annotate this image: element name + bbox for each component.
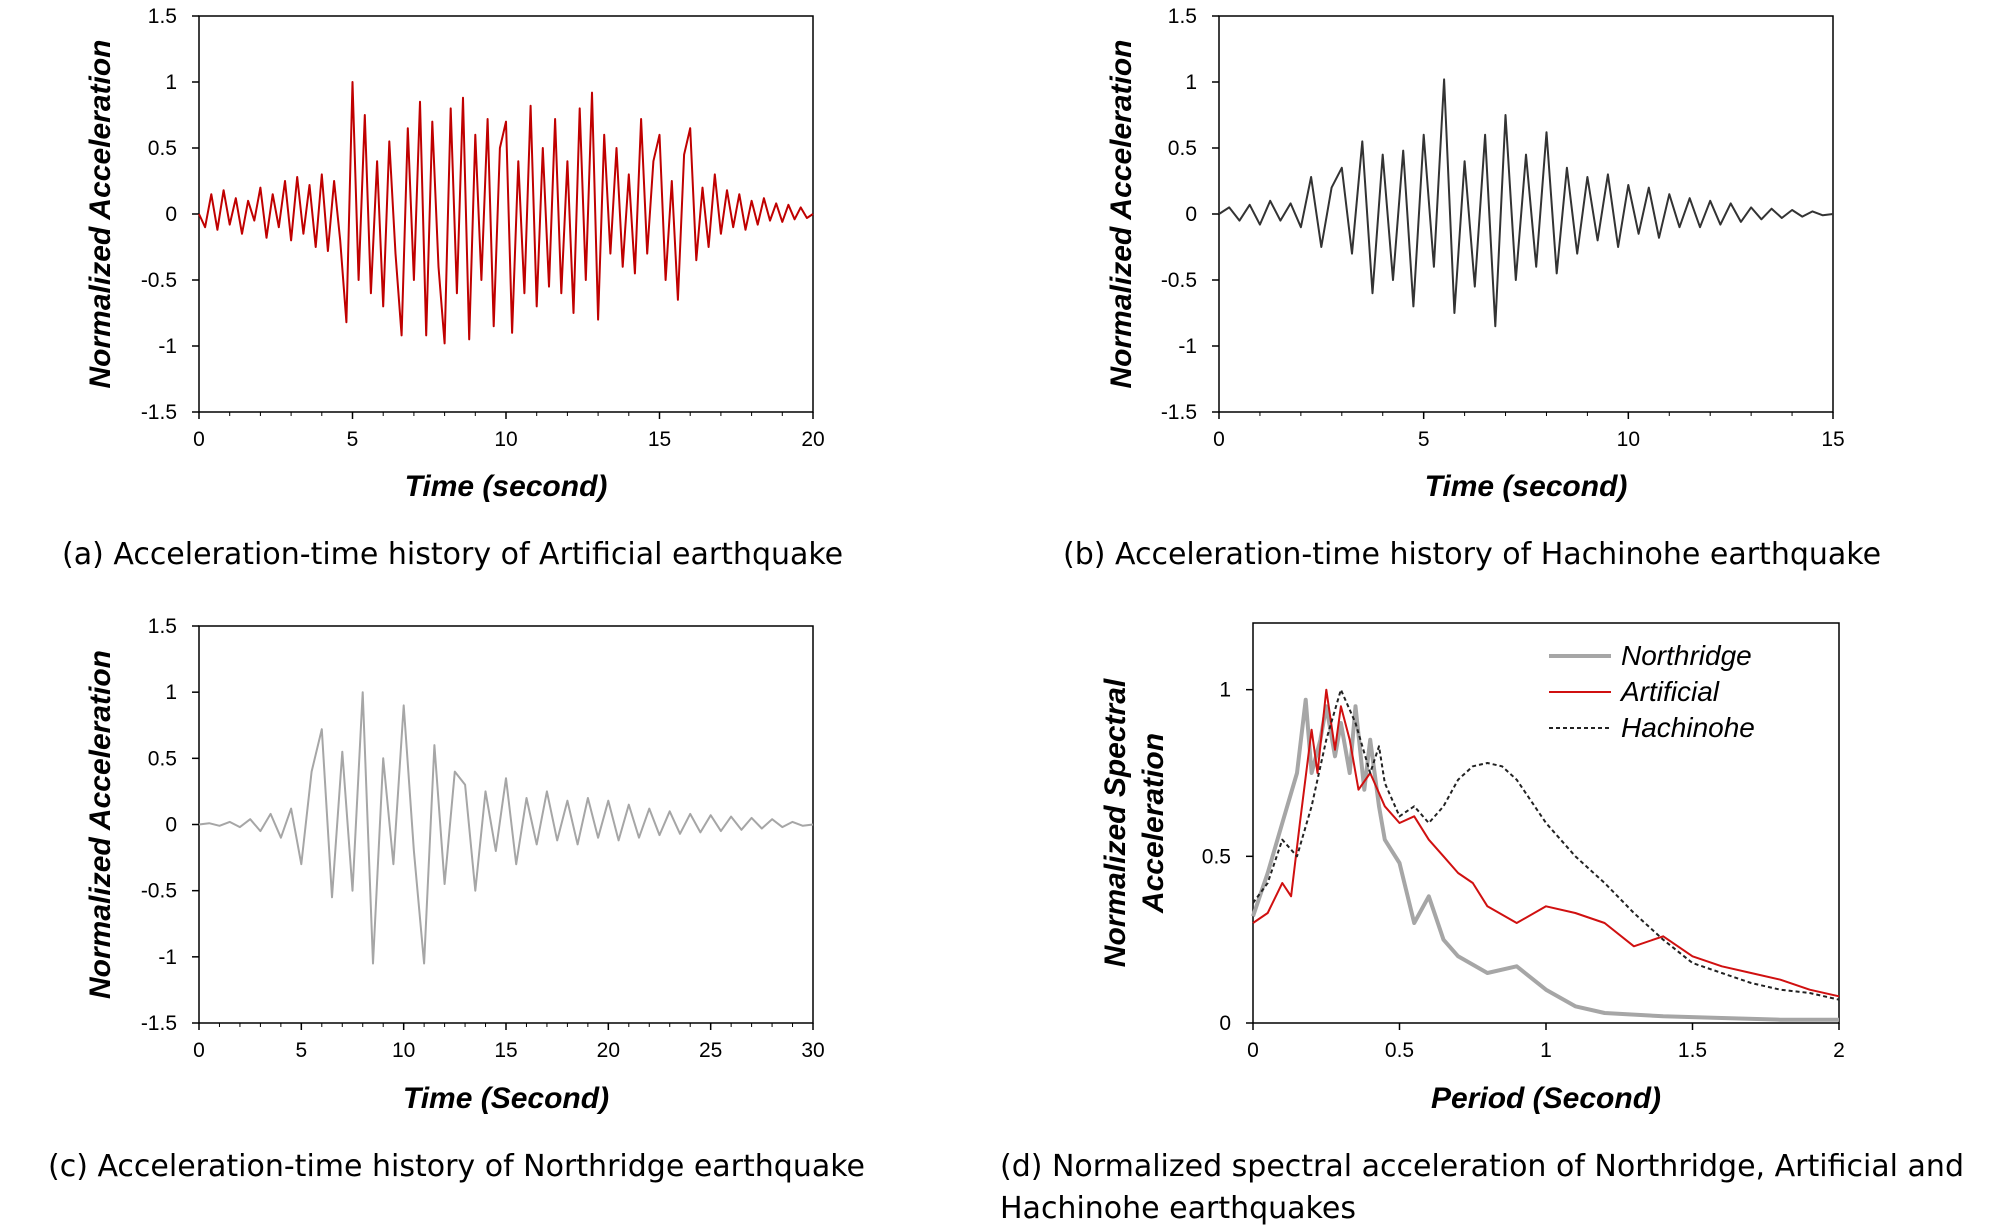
y-tick-label-c: -0.5: [141, 880, 177, 903]
y-tick-label-b: 1: [1185, 71, 1197, 94]
series-line-a-0: [198, 81, 814, 345]
y-axis-title-c: Normalized Acceleration: [84, 650, 117, 999]
y-tick-label-a: 1.5: [148, 5, 177, 28]
x-tick-label-c: 20: [597, 1039, 620, 1062]
series-line-d-artificial: [1252, 688, 1840, 998]
y-tick-label-c: 0.5: [148, 747, 177, 770]
legend-label-northridge: Northridge: [1621, 640, 1752, 671]
y-tick-label-a: -0.5: [141, 269, 177, 292]
x-axis-title-c: Time (Second): [403, 1082, 609, 1115]
y-tick-label-a: 1: [165, 71, 177, 94]
legend-label-artificial: Artificial: [1619, 676, 1720, 707]
y-tick-label-c: 0: [165, 814, 177, 837]
x-axis-title-b: Time (second): [1425, 470, 1628, 503]
x-tick-label-b: 0: [1213, 428, 1225, 451]
x-tick-label-a: 15: [648, 428, 671, 451]
y-tick-label-a: -1: [158, 335, 177, 358]
y-tick-label-c: -1.5: [141, 1012, 177, 1035]
x-tick-label-b: 15: [1821, 428, 1844, 451]
y-tick-label-a: 0: [165, 203, 177, 226]
x-tick-label-a: 20: [801, 428, 824, 451]
legend-label-hachinohe: Hachinohe: [1621, 712, 1755, 743]
y-tick-label-b: -1.5: [1161, 401, 1197, 424]
x-tick-label-d: 1.5: [1678, 1039, 1707, 1062]
chart-c: 0 5 10 15 20 25 30 -1.5 -1 -0.5 0 0.5 1 1.5 Time (Seco…: [84, 615, 825, 1115]
y-tick-label-b: 1.5: [1168, 5, 1197, 28]
caption-b: (b) Acceleration-time history of Hachino…: [1063, 537, 1882, 572]
y-tick-label-b: 0.5: [1168, 137, 1197, 160]
plot-frame-d: [1252, 622, 1840, 1024]
y-tick-label-b: 0: [1185, 203, 1197, 226]
x-tick-label-d: 0.5: [1385, 1039, 1414, 1062]
y-tick-label-a: 0.5: [148, 137, 177, 160]
x-tick-label-a: 10: [494, 428, 517, 451]
chart-b: 0 5 10 15 -1.5 -1 -0.5 0 0.5 1 1.5 Time (second) Nor…: [1105, 5, 1845, 503]
x-tick-label-c: 30: [801, 1039, 824, 1062]
x-tick-label-c: 15: [494, 1039, 517, 1062]
y-axis-title-d: Acceleration: [1137, 733, 1170, 914]
caption-c: (c) Acceleration-time history of Northri…: [48, 1149, 865, 1184]
series-line-d-northridge: [1251, 697, 1839, 1022]
y-tick-label-d: 1: [1219, 679, 1231, 702]
panel-a: 0 5 10 15 20 -1.5 -1 -0.5 0 0.5 1 1.5 Time (second) N…: [0, 0, 1000, 503]
panel-c: 0 5 10 15 20 25 30 -1.5 -1 -0.5 0 0.5 1 1.5 Time (Seco…: [0, 0, 1000, 1228]
x-tick-label-b: 5: [1418, 428, 1430, 451]
x-tick-label-d: 2: [1833, 1039, 1845, 1062]
y-axis-title-a: Normalized Acceleration: [84, 40, 117, 389]
y-tick-label-c: 1.5: [148, 615, 177, 638]
x-tick-label-c: 10: [392, 1039, 415, 1062]
x-axis-title-d: Period (Second): [1431, 1082, 1661, 1115]
series-line-b-0: [1218, 78, 1834, 328]
x-tick-label-c: 5: [295, 1039, 307, 1062]
x-tick-label-a: 0: [193, 428, 205, 451]
y-axis-title-d: Normalized Spectral: [1099, 678, 1132, 967]
caption-d: (d) Normalized spectral acceleration of …: [1000, 1149, 1964, 1226]
y-tick-label-a: -1.5: [141, 401, 177, 424]
series-line-c-0: [198, 691, 814, 965]
panel-b: 0 5 10 15 -1.5 -1 -0.5 0 0.5 1 1.5 Time (second) Nor…: [0, 0, 2008, 503]
x-tick-label-a: 5: [347, 428, 359, 451]
y-tick-label-b: -0.5: [1161, 269, 1197, 292]
y-tick-label-d: 0: [1219, 1012, 1231, 1035]
y-tick-label-d: 0.5: [1202, 845, 1231, 868]
y-axis-title-b: Normalized Acceleration: [1105, 40, 1138, 389]
x-tick-label-d: 0: [1247, 1039, 1259, 1062]
y-tick-label-c: 1: [165, 681, 177, 704]
x-tick-label-b: 10: [1617, 428, 1640, 451]
x-tick-label-c: 25: [699, 1039, 722, 1062]
x-axis-title-a: Time (second): [405, 470, 608, 503]
series-line-d-hachinohe: [1252, 688, 1840, 1001]
caption-a: (a) Acceleration-time history of Artific…: [62, 537, 844, 572]
y-tick-label-c: -1: [158, 946, 177, 969]
x-tick-label-d: 1: [1540, 1039, 1552, 1062]
chart-a: 0 5 10 15 20 -1.5 -1 -0.5 0 0.5 1 1.5 Time (second) N…: [84, 5, 825, 503]
y-tick-label-b: -1: [1178, 335, 1197, 358]
x-tick-label-c: 0: [193, 1039, 205, 1062]
